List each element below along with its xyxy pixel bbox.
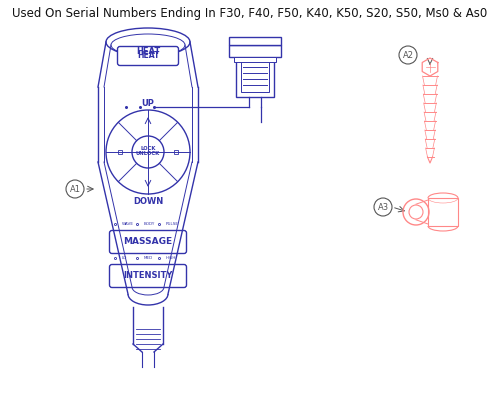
Polygon shape bbox=[424, 103, 436, 112]
Text: MED: MED bbox=[144, 256, 153, 260]
Bar bbox=[428, 198, 458, 226]
Text: UP: UP bbox=[142, 98, 154, 107]
Polygon shape bbox=[423, 85, 437, 94]
FancyBboxPatch shape bbox=[118, 46, 178, 66]
Polygon shape bbox=[424, 94, 436, 103]
Text: LO: LO bbox=[122, 256, 128, 260]
Text: HEAT: HEAT bbox=[136, 46, 160, 55]
Text: LOCK
UNLOCK: LOCK UNLOCK bbox=[136, 146, 160, 156]
Text: PULSE: PULSE bbox=[166, 222, 179, 226]
Text: A3: A3 bbox=[378, 203, 388, 212]
FancyBboxPatch shape bbox=[110, 265, 186, 287]
Text: BODY: BODY bbox=[144, 222, 156, 226]
Bar bbox=[229, 37, 281, 45]
Bar bbox=[236, 57, 274, 97]
Text: HEAT: HEAT bbox=[137, 52, 159, 61]
Polygon shape bbox=[422, 58, 438, 76]
Polygon shape bbox=[425, 130, 435, 139]
Polygon shape bbox=[422, 76, 438, 85]
Polygon shape bbox=[424, 112, 436, 121]
Text: A1: A1 bbox=[70, 184, 80, 193]
Text: INTENSITY: INTENSITY bbox=[124, 271, 172, 280]
Bar bbox=[241, 57, 269, 92]
Text: WAVE: WAVE bbox=[122, 222, 134, 226]
Bar bbox=[229, 45, 281, 57]
Bar bbox=[234, 57, 276, 62]
Polygon shape bbox=[425, 139, 435, 148]
FancyBboxPatch shape bbox=[110, 230, 186, 254]
Text: DOWN: DOWN bbox=[133, 197, 163, 206]
Text: A2: A2 bbox=[402, 50, 413, 59]
Text: MASSAGE: MASSAGE bbox=[124, 238, 172, 247]
Polygon shape bbox=[426, 148, 434, 157]
Text: Used On Serial Numbers Ending In F30, F40, F50, K40, K50, S20, S50, Ms0 & As0: Used On Serial Numbers Ending In F30, F4… bbox=[12, 7, 488, 20]
Text: HIGH: HIGH bbox=[166, 256, 176, 260]
Polygon shape bbox=[424, 121, 436, 130]
